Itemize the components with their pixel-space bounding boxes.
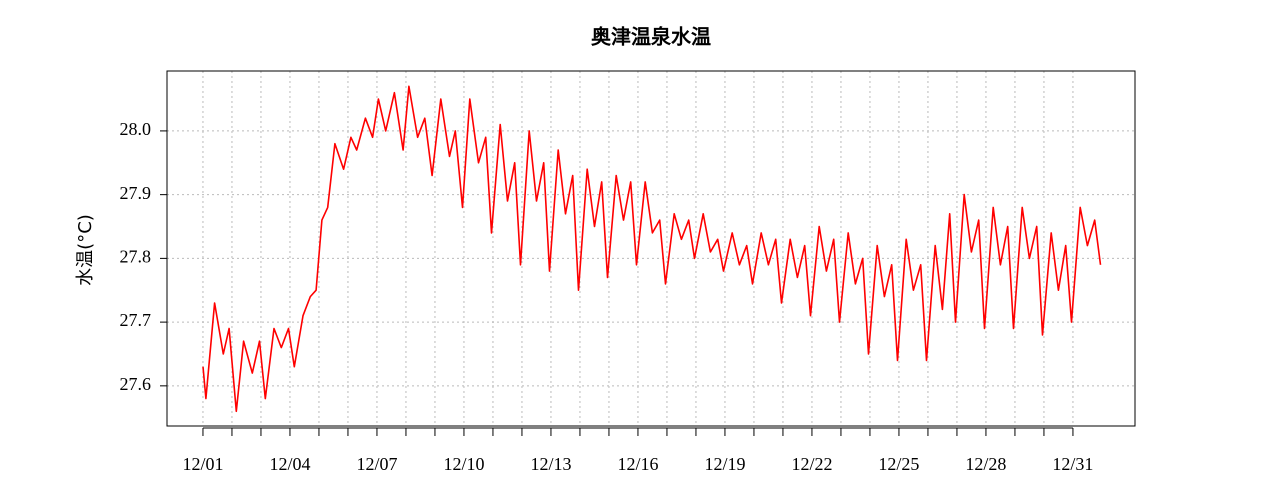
y-tick-label: 27.7 — [120, 310, 152, 330]
y-tick-label: 27.8 — [120, 247, 152, 267]
x-tick-label: 12/13 — [530, 454, 571, 474]
y-tick-label: 28.0 — [120, 119, 152, 139]
x-tick-label: 12/19 — [704, 454, 745, 474]
y-axis-label: 水温(°C) — [75, 214, 96, 286]
y-tick-label: 27.9 — [120, 183, 152, 203]
x-tick-label: 12/10 — [443, 454, 484, 474]
data-line — [202, 85, 1102, 413]
x-tick-label: 12/01 — [182, 454, 223, 474]
x-tick-label: 12/31 — [1052, 454, 1093, 474]
x-tick-label: 12/04 — [269, 454, 310, 474]
chart-title: 奥津温泉水温 — [591, 25, 711, 49]
x-tick-label: 12/07 — [356, 454, 397, 474]
y-tick-label: 27.6 — [120, 374, 152, 394]
x-tick-label: 12/28 — [965, 454, 1006, 474]
x-tick-label: 12/22 — [791, 454, 832, 474]
x-tick-label: 12/25 — [878, 454, 919, 474]
plot-frame — [166, 70, 1136, 427]
x-tick-label: 12/16 — [617, 454, 658, 474]
